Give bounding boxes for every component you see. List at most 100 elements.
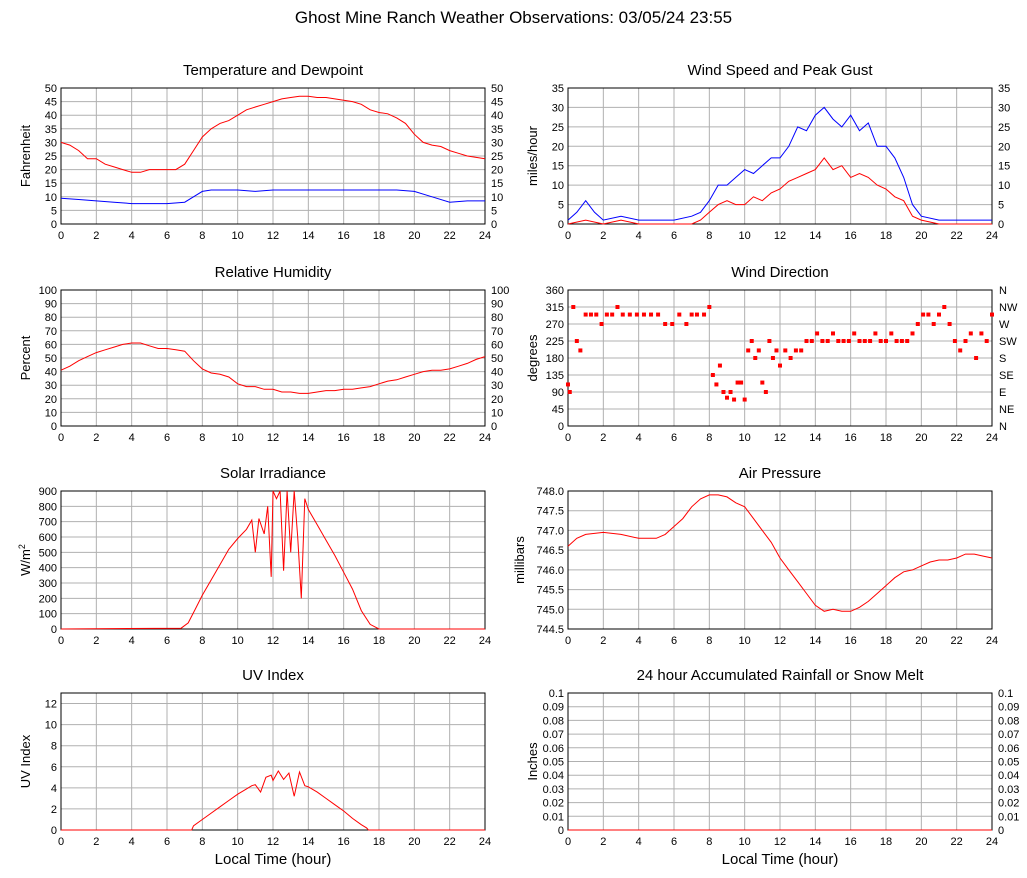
chart-rain: 24 hour Accumulated Rainfall or Snow Mel…: [525, 667, 1019, 868]
series-line-blue: [60, 189, 485, 205]
y-axis-label: miles/hour: [525, 125, 540, 186]
y-tick-label: 0.1: [549, 688, 564, 700]
x-tick-label: 22: [444, 635, 456, 647]
x-tick-label: 0: [58, 635, 64, 647]
data-point: [968, 331, 973, 336]
data-point: [910, 331, 915, 336]
data-point: [952, 339, 957, 343]
data-point: [774, 348, 779, 353]
y-right-tick-label: 80: [491, 312, 503, 324]
x-tick-label: 20: [408, 635, 420, 647]
data-point: [610, 312, 615, 317]
y-right-tick-label: 0.01: [998, 811, 1019, 823]
x-tick-label: 14: [302, 432, 314, 444]
y-tick-label: 30: [552, 102, 564, 114]
x-tick-label: 18: [373, 836, 385, 848]
x-tick-label: 8: [706, 836, 712, 848]
y-tick-label: 5: [558, 200, 564, 212]
data-point: [615, 305, 620, 309]
y-right-tick-label: 30: [491, 137, 503, 149]
y-tick-label: 100: [39, 285, 57, 297]
x-tick-label: 24: [986, 230, 998, 242]
plot-frame: [60, 87, 486, 225]
y-tick-label: 40: [45, 110, 57, 122]
y-right-tick-label: 0.03: [998, 784, 1019, 796]
y-axis-label: Inches: [525, 742, 540, 781]
y-tick-label: 315: [546, 302, 564, 314]
x-tick-label: 12: [774, 836, 786, 848]
y-right-tick-label: 0.06: [998, 743, 1019, 755]
x-tick-label: 24: [986, 432, 998, 444]
x-tick-label: 18: [373, 230, 385, 242]
y-tick-label: 20: [45, 394, 57, 406]
y-axis-label: W/m2: [17, 544, 33, 576]
x-tick-label: 14: [809, 432, 821, 444]
x-tick-label: 6: [164, 230, 170, 242]
x-tick-label: 12: [774, 432, 786, 444]
data-point: [905, 339, 910, 343]
y-tick-label: 90: [552, 387, 564, 399]
y-right-tick-label: 15: [491, 178, 503, 190]
y-tick-label: 0: [558, 825, 564, 837]
x-tick-label: 10: [739, 230, 751, 242]
x-tick-label: 14: [302, 230, 314, 242]
y-tick-label: 10: [45, 720, 57, 732]
y-tick-label: 300: [39, 578, 57, 590]
data-point: [649, 312, 654, 317]
x-tick-label: 2: [600, 635, 606, 647]
x-tick-label: 6: [164, 432, 170, 444]
x-tick-label: 10: [739, 635, 751, 647]
chart-title: 24 hour Accumulated Rainfall or Snow Mel…: [637, 667, 925, 684]
y-right-tick-label: 20: [491, 394, 503, 406]
x-tick-label: 18: [880, 432, 892, 444]
data-point: [756, 348, 761, 353]
data-point: [739, 380, 744, 385]
x-tick-label: 20: [408, 432, 420, 444]
y-tick-label: 15: [552, 161, 564, 173]
data-point: [947, 322, 952, 326]
y-tick-label: 12: [45, 699, 57, 711]
x-tick-label: 4: [636, 635, 642, 647]
y-right-label: E: [999, 387, 1006, 399]
data-point: [571, 305, 576, 309]
y-tick-label: 0.03: [543, 784, 564, 796]
x-tick-label: 18: [880, 635, 892, 647]
x-tick-label: 22: [444, 836, 456, 848]
data-point: [567, 390, 572, 394]
data-point: [804, 339, 809, 343]
data-point: [783, 348, 788, 353]
x-tick-label: 2: [600, 432, 606, 444]
x-tick-label: 14: [809, 230, 821, 242]
y-right-tick-label: 0: [491, 219, 497, 231]
data-point: [770, 356, 775, 360]
y-tick-label: 0.06: [543, 743, 564, 755]
data-point: [873, 331, 878, 336]
data-point: [710, 373, 715, 377]
y-tick-label: 0: [51, 421, 57, 433]
data-point: [763, 390, 768, 394]
data-point: [620, 312, 625, 317]
data-point: [862, 339, 867, 343]
data-point: [689, 312, 694, 317]
plot-frame: [567, 289, 993, 427]
y-tick-label: 35: [45, 124, 57, 136]
x-tick-label: 4: [129, 230, 135, 242]
data-point: [894, 339, 899, 343]
y-right-tick-label: 90: [491, 299, 503, 311]
chart-title: Relative Humidity: [215, 264, 332, 281]
data-point: [841, 339, 846, 343]
chart-title: Wind Speed and Peak Gust: [687, 62, 873, 79]
x-tick-label: 4: [129, 836, 135, 848]
y-right-tick-label: 40: [491, 110, 503, 122]
x-tick-label: 2: [93, 230, 99, 242]
series-line-red: [60, 490, 485, 630]
y-axis-label: millibars: [512, 536, 527, 584]
data-point: [670, 322, 675, 326]
data-point: [857, 339, 862, 343]
y-tick-label: 20: [552, 141, 564, 153]
data-point: [799, 348, 804, 353]
y-tick-label: 500: [39, 547, 57, 559]
x-tick-label: 6: [671, 432, 677, 444]
